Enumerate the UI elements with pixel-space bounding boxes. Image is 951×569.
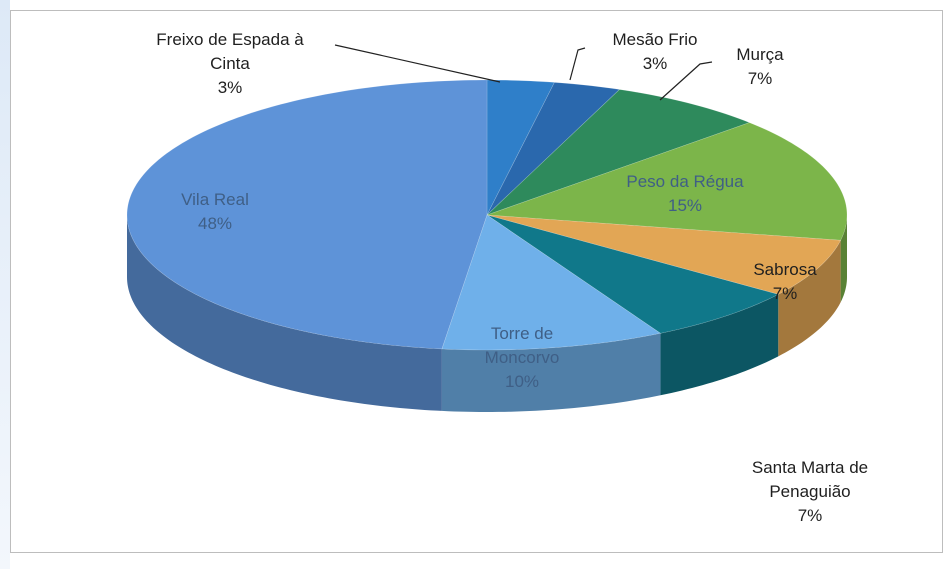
slice <box>486 214 842 295</box>
slice <box>486 79 555 216</box>
leader-line <box>659 61 713 101</box>
slice-side <box>778 240 841 357</box>
label-name: Sabrosa <box>753 260 817 279</box>
label-name: Freixo de Espada à Cinta <box>156 30 304 73</box>
leader-line <box>334 44 501 83</box>
slice-side <box>660 294 779 396</box>
slice <box>486 214 780 334</box>
data-label: Santa Marta de Penaguião 7% <box>730 456 890 528</box>
label-value: 7% <box>772 284 798 303</box>
label-value: 48% <box>197 214 233 233</box>
slice <box>486 82 621 216</box>
label-name: Vila Real <box>181 190 249 209</box>
slice <box>126 79 488 350</box>
leader-line <box>569 47 586 81</box>
label-name: Mesão Frio <box>612 30 698 49</box>
data-label: Torre de Moncorvo 10% <box>457 322 587 394</box>
label-value: 3% <box>217 78 243 97</box>
data-label: Peso da Régua 15% <box>620 170 750 218</box>
slice <box>441 214 662 351</box>
slice-side <box>127 215 442 411</box>
data-label: Vila Real 48% <box>155 188 275 236</box>
label-value: 7% <box>747 69 773 88</box>
label-value: 7% <box>797 506 823 525</box>
data-label: Sabrosa 7% <box>735 258 835 306</box>
slice <box>486 122 848 241</box>
data-label: Freixo de Espada à Cinta 3% <box>150 28 310 100</box>
label-name: Murça <box>736 45 784 64</box>
label-name: Peso da Régua <box>626 172 744 191</box>
data-label: Mesão Frio 3% <box>590 28 720 76</box>
label-value: 15% <box>667 196 703 215</box>
slice-side <box>840 215 847 303</box>
label-value: 3% <box>642 54 668 73</box>
slice <box>486 89 751 216</box>
data-label: Murça 7% <box>720 43 800 91</box>
slice-side <box>441 333 661 412</box>
window-edge <box>0 0 10 569</box>
label-name: Torre de Moncorvo <box>484 324 560 367</box>
label-name: Santa Marta de Penaguião <box>751 458 869 501</box>
label-value: 10% <box>504 372 540 391</box>
